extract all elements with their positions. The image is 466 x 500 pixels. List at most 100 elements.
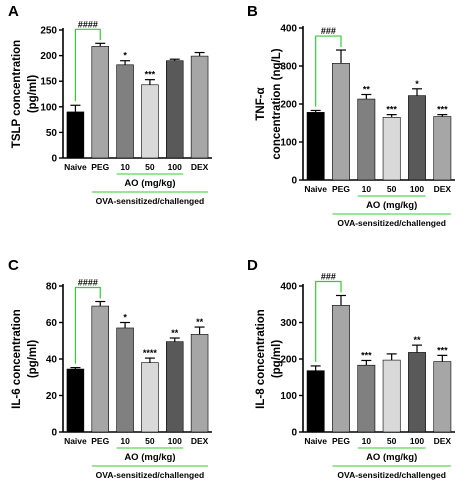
significance-label: **	[363, 85, 371, 95]
bar-naive	[66, 368, 85, 433]
comparison-bracket	[74, 286, 101, 364]
category-label: 50	[387, 184, 397, 194]
category-label: 10	[362, 184, 372, 194]
category-label: DEX	[191, 162, 209, 172]
y-axis-label: (pg/ml)	[27, 340, 39, 378]
bar-naive	[66, 111, 85, 159]
significance-label: ***	[437, 105, 448, 115]
category-label: PEG	[332, 436, 350, 446]
y-axis-label: TSLP concentration	[11, 40, 23, 148]
y-tick-label: 50	[46, 128, 58, 139]
y-tick-label: 0	[51, 428, 57, 439]
category-label: Naive	[304, 184, 327, 194]
category-label: PEG	[91, 162, 109, 172]
significance-label: **	[171, 328, 179, 338]
bar-10	[116, 327, 134, 433]
chart-panel-b: B TNF-α concentration (ng/L) 0 100 200 300 400 N…	[247, 3, 455, 228]
category-label: Naive	[304, 436, 327, 446]
y-tick-label: 0	[291, 176, 297, 187]
panel-letter: B	[247, 3, 258, 20]
significance-label: *	[123, 313, 127, 323]
bar-dex	[190, 334, 209, 433]
significance-label: ***	[386, 105, 397, 115]
bar-50	[382, 359, 401, 433]
significance-label: *	[123, 51, 127, 61]
category-label: 10	[362, 436, 372, 446]
category-label: 10	[120, 162, 130, 172]
category-label: 50	[387, 436, 397, 446]
significance-label: ****	[143, 348, 158, 358]
comparison-bracket	[74, 28, 101, 102]
outer-group-label: OVA-sensitized/challenged	[96, 196, 204, 206]
y-tick-label: 100	[280, 138, 297, 149]
bar-10	[357, 364, 376, 433]
bar-10	[357, 98, 376, 181]
category-label: 50	[145, 436, 155, 446]
chart-panel-c: C IL-6 concentration (pg/ml) 0 20 40 60 80 Naive…	[8, 257, 212, 480]
y-tick-label: 150	[40, 77, 57, 88]
bar-dex	[433, 116, 452, 181]
bar-100	[408, 352, 426, 433]
bar-dex	[190, 55, 209, 159]
bar-dex	[433, 361, 452, 433]
y-tick-label: 200	[280, 100, 297, 111]
category-label: Naive	[64, 162, 87, 172]
bar-100	[166, 60, 184, 159]
y-tick-label: 0	[291, 428, 297, 439]
bar-10	[116, 64, 134, 159]
bar-peg	[332, 63, 350, 181]
bar-peg	[91, 46, 109, 159]
bar-naive	[306, 370, 325, 433]
chart-panel-a: A TSLP concentration (pg/ml) 0 50 100 150 200 25…	[8, 3, 212, 206]
y-tick-label: 200	[40, 51, 57, 62]
bar-50	[141, 84, 159, 159]
y-axis-label: (pg/ml)	[27, 75, 39, 113]
y-tick-label: 100	[40, 102, 57, 113]
bar-50	[382, 117, 401, 181]
y-axis-label: IL-8 concentration	[255, 309, 267, 409]
significance-label: ***	[145, 70, 156, 80]
dose-group-label: AO (mg/kg)	[124, 452, 175, 463]
dose-group-label: AO (mg/kg)	[366, 200, 417, 211]
outer-group-label: OVA-sensitized/challenged	[96, 470, 204, 480]
significance-label: **	[413, 335, 421, 345]
outer-group-label: OVA-sensitized/challenged	[337, 218, 445, 228]
dose-group-label: AO (mg/kg)	[366, 452, 417, 463]
category-label: DEX	[434, 184, 452, 194]
category-label: 50	[145, 162, 155, 172]
panel-letter: D	[247, 257, 258, 274]
y-tick-label: 100	[280, 391, 297, 402]
y-tick-label: 200	[280, 355, 297, 366]
y-tick-label: 80	[46, 282, 58, 293]
category-label: 100	[168, 162, 182, 172]
bracket-label: ###	[321, 26, 336, 36]
y-tick-label: 60	[46, 318, 58, 329]
significance-label: *	[415, 79, 419, 89]
bar-naive	[306, 112, 325, 181]
y-tick-label: 250	[40, 26, 57, 37]
category-label: Naive	[64, 436, 87, 446]
significance-label: ***	[437, 345, 448, 355]
category-label: 100	[410, 436, 424, 446]
panel-letter: A	[8, 3, 19, 20]
y-axis-label: (pg/ml)	[271, 340, 283, 378]
category-label: PEG	[91, 436, 109, 446]
category-label: 100	[410, 184, 424, 194]
chart-panel-d: D IL-8 concentration (pg/ml) 0 100 200 300 400 N…	[247, 257, 455, 480]
bar-100	[408, 95, 426, 181]
y-axis-label: concentration (ng/L)	[271, 48, 283, 159]
comparison-bracket	[315, 35, 342, 107]
bar-100	[166, 341, 184, 433]
bracket-label: ####	[78, 278, 98, 288]
category-label: 100	[168, 436, 182, 446]
y-tick-label: 300	[280, 318, 297, 329]
y-tick-label: 300	[280, 62, 297, 73]
bracket-label: ####	[78, 19, 98, 29]
y-tick-label: 40	[46, 355, 58, 366]
category-label: 10	[120, 436, 130, 446]
dose-group-label: AO (mg/kg)	[124, 178, 175, 189]
category-label: PEG	[332, 184, 350, 194]
y-tick-label: 400	[280, 282, 297, 293]
significance-label: ***	[361, 350, 372, 360]
comparison-bracket	[315, 280, 342, 362]
